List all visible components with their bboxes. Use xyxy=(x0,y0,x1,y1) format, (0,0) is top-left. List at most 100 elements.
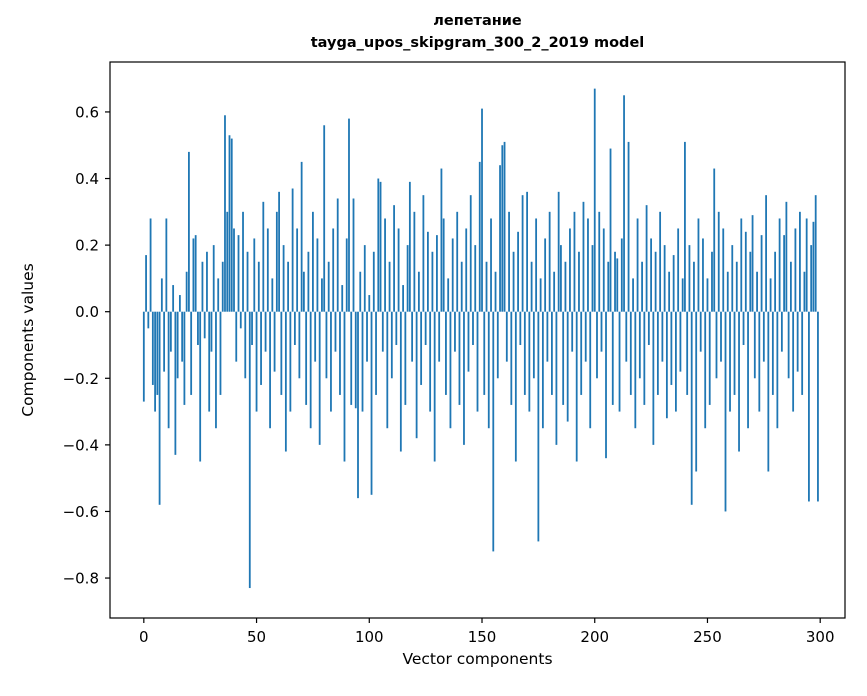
bar xyxy=(726,271,729,312)
bar xyxy=(620,238,623,312)
bar xyxy=(167,311,170,429)
bar xyxy=(505,311,508,362)
bar xyxy=(753,311,756,379)
bar xyxy=(514,311,517,462)
bar xyxy=(350,311,353,405)
bar xyxy=(656,311,659,395)
bar xyxy=(729,311,731,412)
bar xyxy=(810,245,813,312)
bar xyxy=(758,311,761,412)
bar xyxy=(314,311,317,362)
bar xyxy=(817,311,819,502)
bar xyxy=(368,295,371,312)
bar xyxy=(215,311,217,429)
bar xyxy=(530,261,533,312)
bar xyxy=(357,311,359,499)
x-tick-label: 250 xyxy=(693,628,722,646)
bar xyxy=(541,311,544,429)
bar xyxy=(332,228,335,312)
bar xyxy=(787,311,790,379)
bar xyxy=(580,311,583,395)
bar xyxy=(174,311,177,455)
bar xyxy=(760,235,763,312)
bar xyxy=(582,201,585,312)
bar xyxy=(278,191,280,312)
chart-title: лепетание tayga_upos_skipgram_300_2_2019… xyxy=(110,11,845,55)
bar xyxy=(762,311,765,362)
bar xyxy=(557,191,560,312)
bar xyxy=(465,228,468,312)
bar xyxy=(397,228,400,312)
bar xyxy=(237,235,240,312)
x-tick-label: 50 xyxy=(247,628,266,646)
bar xyxy=(681,278,684,312)
bar xyxy=(284,311,287,452)
bar xyxy=(654,251,657,312)
bar xyxy=(447,278,450,312)
x-tick-label: 100 xyxy=(355,628,384,646)
bar xyxy=(275,211,278,312)
bar xyxy=(523,311,526,395)
bar xyxy=(188,151,190,312)
bar xyxy=(282,245,285,312)
bar xyxy=(697,218,700,312)
y-tick-label: 0.2 xyxy=(75,237,99,255)
bar xyxy=(386,311,389,429)
bar xyxy=(659,211,662,312)
bar xyxy=(605,311,607,459)
bar xyxy=(481,108,483,312)
bar xyxy=(693,261,695,312)
bar xyxy=(456,211,459,312)
bar xyxy=(625,311,628,362)
bar xyxy=(334,311,337,352)
bar xyxy=(501,145,504,312)
bar xyxy=(711,251,713,312)
bar xyxy=(359,271,362,312)
bar xyxy=(262,201,265,312)
bar xyxy=(695,311,698,472)
bar xyxy=(201,261,204,312)
bar xyxy=(305,311,308,405)
bar xyxy=(503,141,506,312)
bar xyxy=(735,261,738,312)
bar xyxy=(354,311,357,409)
bar xyxy=(720,311,722,362)
bar xyxy=(747,311,749,429)
bar xyxy=(731,245,734,312)
bar xyxy=(379,181,382,312)
bar xyxy=(614,251,616,312)
axes-group: 0 50 100 150 200 250 300 −0.8 −0.6 −0.4 −0.2 0.0 0.2… xyxy=(63,61,846,646)
bar xyxy=(312,211,314,312)
bar xyxy=(298,311,301,379)
bar xyxy=(546,311,549,362)
bar xyxy=(571,311,574,352)
bar xyxy=(751,215,754,312)
bar xyxy=(185,271,188,312)
bar xyxy=(517,231,519,312)
bars-group xyxy=(142,88,819,589)
bar xyxy=(411,311,414,362)
bar xyxy=(629,311,632,395)
bar xyxy=(661,311,664,362)
bar xyxy=(393,205,395,312)
bar xyxy=(206,251,208,312)
bar xyxy=(767,311,770,472)
bar xyxy=(771,311,774,395)
bar xyxy=(679,311,682,372)
bar xyxy=(478,161,481,312)
bar xyxy=(474,245,477,312)
bar xyxy=(352,198,355,312)
bar xyxy=(783,235,786,312)
bar xyxy=(242,211,244,312)
bar xyxy=(361,311,364,412)
bar xyxy=(181,311,184,362)
bar xyxy=(287,261,290,312)
bar xyxy=(494,271,497,312)
bar xyxy=(415,311,418,439)
bar xyxy=(688,245,691,312)
bar xyxy=(476,311,479,412)
bar xyxy=(733,311,736,395)
bar xyxy=(257,261,260,312)
bar xyxy=(774,251,777,312)
bar xyxy=(399,311,402,452)
